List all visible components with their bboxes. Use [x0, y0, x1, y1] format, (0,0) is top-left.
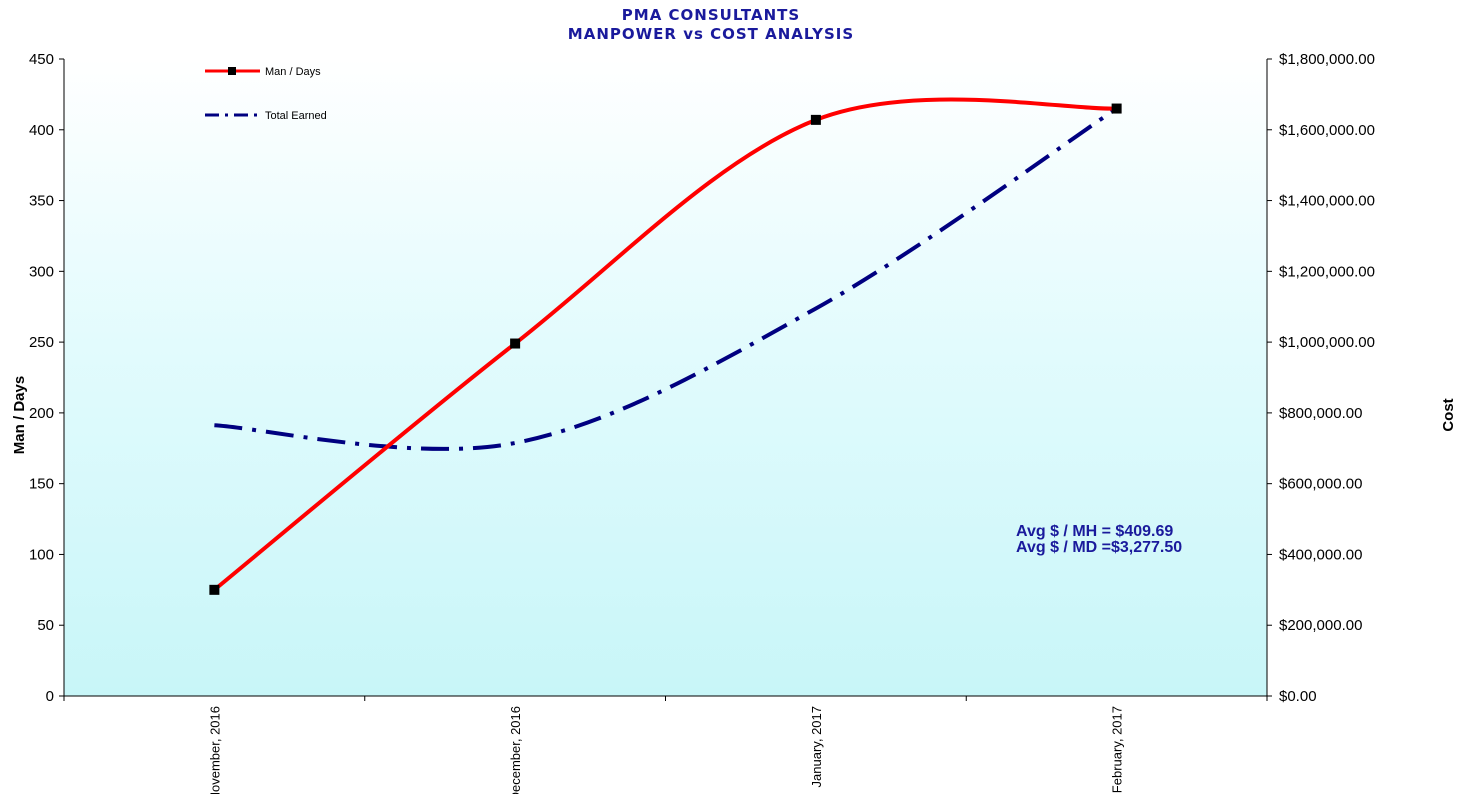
y2-tick-label: $200,000.00: [1279, 617, 1362, 634]
y-tick-label: 450: [29, 51, 54, 68]
x-tick-label: November, 2016: [207, 706, 222, 794]
legend: Man / Days Total Earned: [205, 66, 327, 122]
x-tick-label: February, 2017: [1110, 706, 1125, 793]
y2-tick-label: $0.00: [1279, 688, 1317, 705]
y-tick-label: 100: [29, 546, 54, 563]
y2-tick-label: $1,200,000.00: [1279, 263, 1375, 280]
left-axis-ticks: 0 50 100 150 200 250 300 350 400 450: [29, 51, 64, 705]
y2-tick-label: $1,000,000.00: [1279, 334, 1375, 351]
y2-tick-label: $600,000.00: [1279, 476, 1362, 493]
y-tick-label: 0: [46, 688, 54, 705]
x-axis-ticks: November, 2016 December, 2016 January, 201…: [63, 696, 1268, 794]
plot-area: [64, 59, 1267, 696]
y2-tick-label: $400,000.00: [1279, 546, 1362, 563]
chart-title: PMA CONSULTANTS: [622, 6, 800, 24]
series-man-days-line: [213, 97, 1117, 592]
man-days-point-marker: [1111, 103, 1122, 114]
y2-tick-label: $800,000.00: [1279, 405, 1362, 422]
x-tick-label: January, 2017: [809, 706, 824, 787]
series-total-earned-line: [214, 106, 1118, 451]
y2-tick-label: $1,800,000.00: [1279, 51, 1375, 68]
man-days-point-marker: [209, 584, 220, 595]
series-layer: [209, 97, 1122, 595]
y-tick-label: 250: [29, 334, 54, 351]
man-days-point-marker: [510, 338, 521, 349]
y2-axis-label: Cost: [1440, 398, 1457, 431]
avg-per-md-annotation: Avg $ / MD =$3,277.50: [1016, 539, 1182, 556]
legend-man-days-marker: [228, 67, 236, 75]
y-tick-label: 200: [29, 405, 54, 422]
y-tick-label: 50: [37, 617, 54, 634]
legend-total-earned-label: Total Earned: [265, 110, 327, 122]
y-tick-label: 150: [29, 476, 54, 493]
y-tick-label: 350: [29, 193, 54, 210]
y2-tick-label: $1,400,000.00: [1279, 193, 1375, 210]
y2-tick-label: $1,600,000.00: [1279, 122, 1375, 139]
y-tick-label: 400: [29, 122, 54, 139]
y-axis-label: Man / Days: [11, 376, 28, 454]
man-days-point-marker: [810, 114, 821, 125]
x-tick-label: December, 2016: [508, 706, 523, 794]
chart-subtitle: MANPOWER vs COST ANALYSIS: [568, 25, 854, 43]
avg-per-mh-annotation: Avg $ / MH = $409.69: [1016, 523, 1173, 540]
y-tick-label: 300: [29, 263, 54, 280]
legend-man-days-label: Man / Days: [265, 66, 321, 78]
right-axis-ticks: $0.00 $200,000.00 $400,000.00 $600,000.00 $8…: [1267, 51, 1375, 705]
